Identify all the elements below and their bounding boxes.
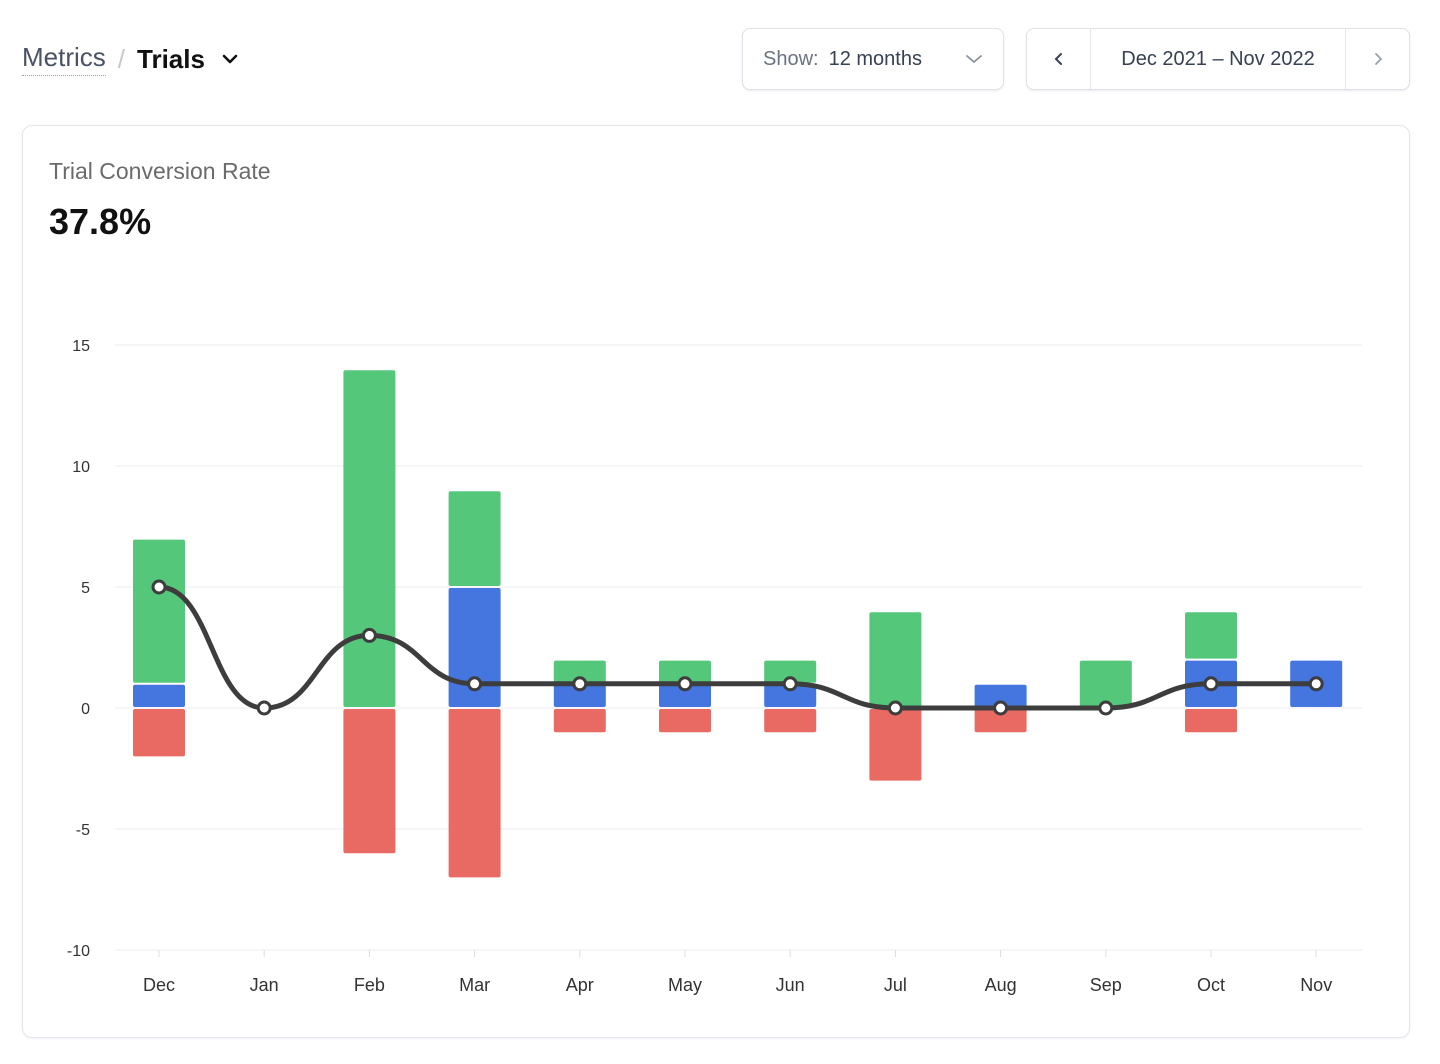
line-point xyxy=(1203,676,1219,692)
bar-red xyxy=(448,709,501,878)
y-tick-label: -5 xyxy=(76,822,90,839)
bar-red xyxy=(659,709,711,733)
bar-green xyxy=(1185,612,1237,659)
breadcrumb-current[interactable]: Trials xyxy=(137,43,205,74)
line-point xyxy=(572,676,588,692)
date-range-label[interactable]: Dec 2021 – Nov 2022 xyxy=(1090,29,1346,89)
line-point xyxy=(151,579,167,595)
chart-title: Trial Conversion Rate xyxy=(49,158,271,184)
line-point xyxy=(1098,700,1114,716)
bar-green xyxy=(343,370,396,707)
bar-red xyxy=(133,709,185,757)
bar-green xyxy=(133,539,185,683)
bar-red xyxy=(869,709,922,781)
line-point xyxy=(993,700,1009,716)
bar-green xyxy=(448,491,501,586)
chart-card: Trial Conversion Rate 37.8% xyxy=(22,125,1410,1038)
bar-green xyxy=(869,612,922,707)
bar-red xyxy=(764,709,817,733)
y-tick-label: 5 xyxy=(81,580,90,597)
chevron-left-icon xyxy=(1054,53,1062,65)
breadcrumb-metrics-link[interactable]: Metrics xyxy=(22,42,106,76)
x-tick-label: Jan xyxy=(250,975,279,995)
bar-red xyxy=(1185,709,1237,733)
breadcrumb-separator: / xyxy=(117,43,126,74)
chevron-down-icon[interactable] xyxy=(221,50,239,68)
next-range-button[interactable] xyxy=(1346,29,1409,89)
breadcrumb: Metrics / Trials xyxy=(22,42,239,76)
line-point xyxy=(361,627,377,643)
line-point xyxy=(256,700,272,716)
show-label: Show: xyxy=(763,47,819,70)
line-point xyxy=(467,676,483,692)
y-tick-label: 0 xyxy=(81,701,90,718)
y-tick-label: 15 xyxy=(72,338,90,355)
line-point xyxy=(782,676,798,692)
bar-blue xyxy=(448,588,501,707)
chevron-down-icon xyxy=(966,55,982,64)
x-tick-label: Jun xyxy=(776,975,805,995)
y-tick-label: -10 xyxy=(67,943,90,960)
line-point xyxy=(677,676,693,692)
trend-line xyxy=(156,584,1319,711)
y-tick-label: 10 xyxy=(72,459,90,476)
bar-blue xyxy=(659,684,711,707)
bar-blue xyxy=(133,684,185,707)
bar-blue xyxy=(764,684,817,707)
chart-value: 37.8% xyxy=(49,201,152,242)
bar-red xyxy=(974,709,1027,733)
x-tick-label: Dec xyxy=(143,975,175,995)
bar-blue xyxy=(974,684,1027,707)
bar-green xyxy=(553,660,606,683)
show-value: 12 months xyxy=(828,47,922,70)
bar-green xyxy=(1079,660,1132,707)
x-tick-label: Aug xyxy=(985,975,1017,995)
x-tick-label: Jul xyxy=(884,975,907,995)
x-tick-label: Nov xyxy=(1300,975,1332,995)
bar-green xyxy=(764,660,817,683)
x-tick-label: Oct xyxy=(1197,975,1225,995)
x-tick-label: May xyxy=(668,975,702,995)
bar-green xyxy=(659,660,711,683)
bar-red xyxy=(553,709,606,733)
bar-blue xyxy=(553,684,606,707)
previous-range-button[interactable] xyxy=(1027,29,1090,89)
date-range-picker: Dec 2021 – Nov 2022 xyxy=(1026,28,1410,90)
chevron-right-icon xyxy=(1374,53,1382,65)
show-period-select[interactable]: Show: 12 months xyxy=(742,28,1004,90)
x-tick-label: Mar xyxy=(459,975,490,995)
x-tick-label: Apr xyxy=(566,975,594,995)
line-point xyxy=(1308,676,1324,692)
bar-red xyxy=(343,709,396,854)
x-tick-label: Feb xyxy=(354,975,385,995)
x-tick-label: Sep xyxy=(1090,975,1122,995)
line-point xyxy=(887,700,903,716)
